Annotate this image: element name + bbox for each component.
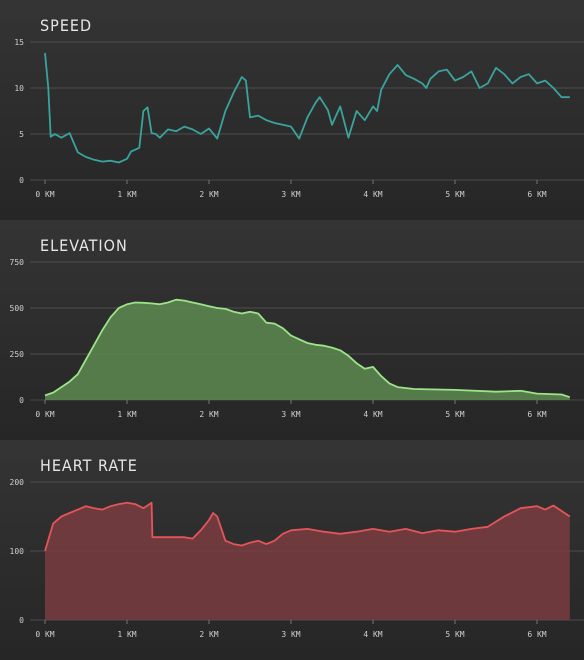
x-tick-label: 4 KM xyxy=(363,410,382,419)
y-tick-label: 0 xyxy=(19,176,24,185)
heart-rate-panel: 0 100 200 0 KM 1 KM 2 KM 3 KM 4 KM 5 KM 6 KM HEAR… xyxy=(0,440,584,660)
x-tick-label: 1 KM xyxy=(117,630,136,639)
series-area xyxy=(45,502,570,620)
x-tick-label: 5 KM xyxy=(445,190,464,199)
y-tick-label: 100 xyxy=(10,547,25,556)
x-tick-label: 5 KM xyxy=(445,410,464,419)
x-tick-label: 1 KM xyxy=(117,190,136,199)
series-line xyxy=(44,298,571,399)
y-tick-label: 10 xyxy=(14,84,24,93)
heart-rate-chart: 0 100 200 0 KM 1 KM 2 KM 3 KM 4 KM 5 KM 6 KM xyxy=(0,440,584,660)
x-tick-label: 2 KM xyxy=(199,630,218,639)
x-tick-label: 3 KM xyxy=(281,190,300,199)
elevation-chart: 0 250 500 750 0 KM 1 KM 2 KM 3 KM 4 KM 5 KM 6 KM xyxy=(0,220,584,440)
y-tick-label: 15 xyxy=(14,38,24,47)
x-tick-label: 0 KM xyxy=(35,190,54,199)
heart-rate-title: HEART RATE xyxy=(40,456,138,475)
speed-title: SPEED xyxy=(40,16,93,35)
series-line xyxy=(44,52,570,164)
y-tick-label: 5 xyxy=(19,130,24,139)
series-line xyxy=(44,501,571,552)
x-tick-label: 6 KM xyxy=(527,190,546,199)
y-tick-label: 200 xyxy=(10,478,25,487)
x-tick-label: 0 KM xyxy=(35,630,54,639)
speed-chart: 0 5 10 15 0 KM 1 KM 2 KM 3 KM 4 KM 5 KM 6 KM xyxy=(0,0,584,220)
panel-background xyxy=(0,220,584,440)
y-tick-label: 250 xyxy=(10,350,25,359)
x-tick-label: 6 KM xyxy=(527,630,546,639)
x-tick-label: 5 KM xyxy=(445,630,464,639)
series-area xyxy=(45,299,570,400)
y-tick-label: 500 xyxy=(10,304,25,313)
y-tick-label: 750 xyxy=(10,258,25,267)
elevation-title: ELEVATION xyxy=(40,236,128,255)
x-tick-label: 4 KM xyxy=(363,630,382,639)
speed-panel: 0 5 10 15 0 KM 1 KM 2 KM 3 KM 4 KM 5 KM 6 KM SPEED xyxy=(0,0,584,220)
x-tick-label: 6 KM xyxy=(527,410,546,419)
x-tick-label: 2 KM xyxy=(199,190,218,199)
y-tick-label: 0 xyxy=(19,396,24,405)
y-tick-label: 0 xyxy=(19,616,24,625)
x-tick-label: 3 KM xyxy=(281,630,300,639)
elevation-panel: 0 250 500 750 0 KM 1 KM 2 KM 3 KM 4 KM 5 KM 6 KM E… xyxy=(0,220,584,440)
x-tick-label: 4 KM xyxy=(363,190,382,199)
x-tick-label: 3 KM xyxy=(281,410,300,419)
x-tick-label: 1 KM xyxy=(117,410,136,419)
x-tick-label: 2 KM xyxy=(199,410,218,419)
x-tick-label: 0 KM xyxy=(35,410,54,419)
panel-background xyxy=(0,0,584,220)
